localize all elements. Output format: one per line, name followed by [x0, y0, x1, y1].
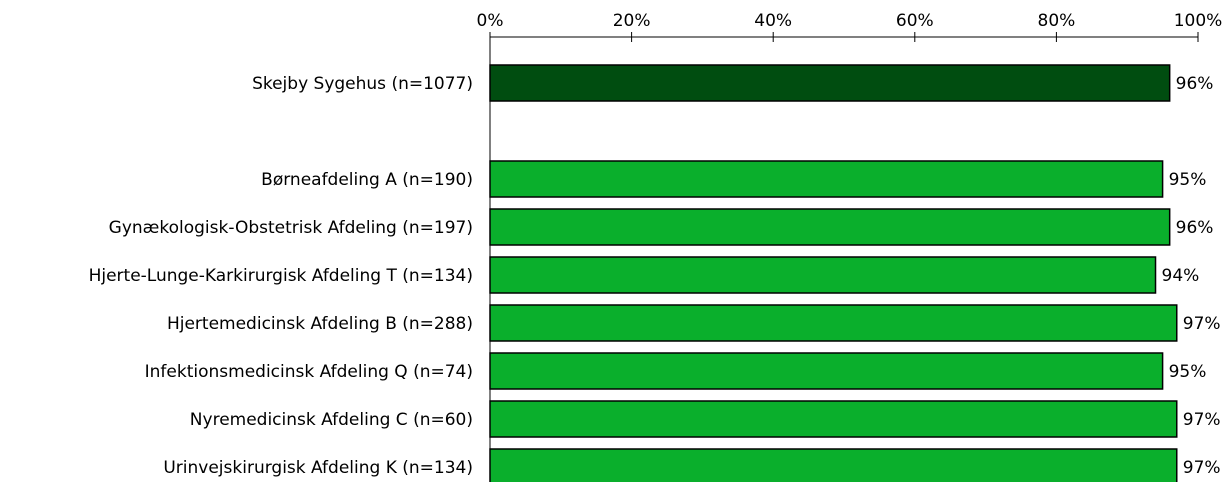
bar [489, 64, 1171, 102]
bar-value-label: 97% [1183, 458, 1221, 478]
bar-value-label: 95% [1169, 362, 1207, 382]
bar [489, 160, 1164, 198]
bar [489, 352, 1164, 390]
category-label: Hjertemedicinsk Afdeling B (n=288) [167, 314, 473, 334]
category-label: Skejby Sygehus (n=1077) [252, 74, 473, 94]
bar [489, 448, 1178, 482]
category-label: Urinvejskirurgisk Afdeling K (n=134) [163, 458, 473, 478]
x-tick-label: 0% [477, 11, 504, 31]
category-label: Hjerte-Lunge-Karkirurgisk Afdeling T (n=… [89, 266, 473, 286]
category-label: Infektionsmedicinsk Afdeling Q (n=74) [145, 362, 473, 382]
category-label: Gynækologisk-Obstetrisk Afdeling (n=197) [109, 218, 473, 238]
bar-value-label: 95% [1169, 170, 1207, 190]
x-tick-label: 20% [613, 11, 651, 31]
category-label: Nyremedicinsk Afdeling C (n=60) [190, 410, 473, 430]
category-labels: Skejby Sygehus (n=1077) Børneafdeling A (… [89, 74, 473, 478]
x-tick-label: 100% [1174, 11, 1223, 31]
bars [489, 64, 1178, 482]
bar-value-label: 97% [1183, 410, 1221, 430]
x-tick-label: 40% [754, 11, 792, 31]
x-axis: 0% 20% 40% 60% 80% 100% [477, 11, 1223, 482]
bar-value-label: 96% [1176, 74, 1214, 94]
bar [489, 208, 1171, 246]
bar [489, 400, 1178, 438]
bar-value-label: 96% [1176, 218, 1214, 238]
bar [489, 304, 1178, 342]
x-tick-label: 80% [1038, 11, 1076, 31]
x-tick-label: 60% [896, 11, 934, 31]
value-labels: 96% 95% 96% 94% 97% 95% 97% 97% [1162, 74, 1221, 478]
bar [489, 256, 1157, 294]
bar-value-label: 97% [1183, 314, 1221, 334]
category-label: Børneafdeling A (n=190) [261, 170, 473, 190]
bar-value-label: 94% [1162, 266, 1200, 286]
